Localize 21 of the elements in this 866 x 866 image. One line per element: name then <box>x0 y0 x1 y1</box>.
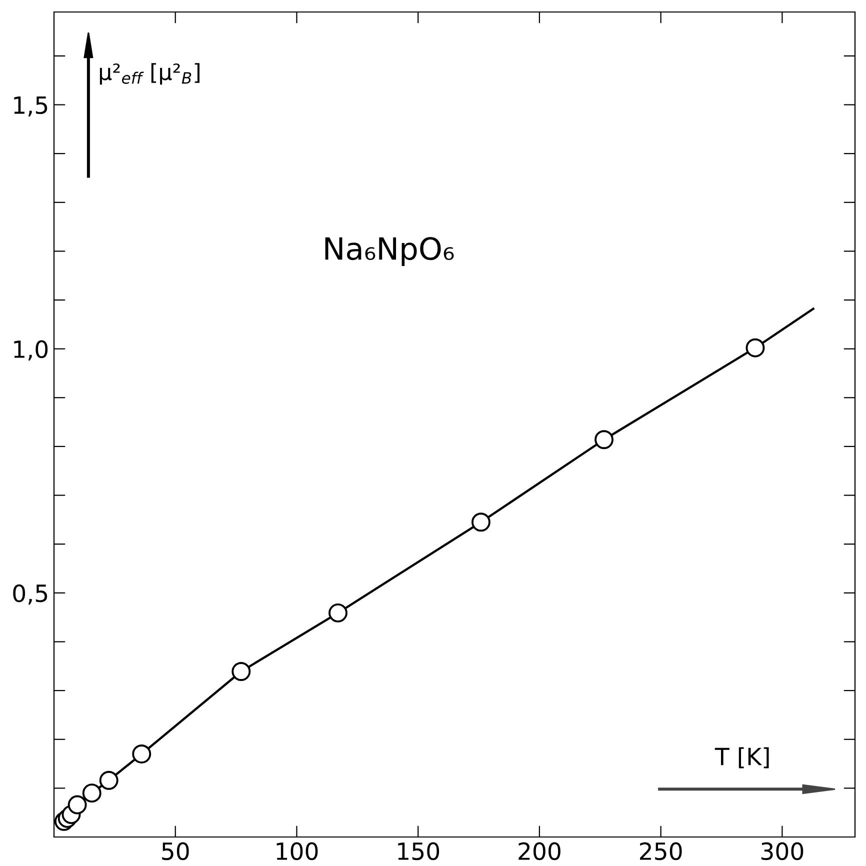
x-tick-label: 300 <box>761 842 804 860</box>
point <box>594 430 614 450</box>
x-tick-label: 50 <box>162 842 189 860</box>
point <box>232 662 251 681</box>
point <box>99 770 118 790</box>
annotation: Na₆NpO₆ <box>325 237 454 266</box>
x-tick-label: 200 <box>518 842 560 860</box>
point <box>328 603 348 622</box>
point <box>68 795 87 814</box>
x-tick-label: 250 <box>640 842 682 860</box>
y-axis-title: μ²$_{eff}$ [μ²$_{B}$] <box>100 63 200 85</box>
y-tick-label: 1,0 <box>14 340 48 361</box>
x-axis-title: T [K] <box>714 747 769 768</box>
x-tick-label: 150 <box>398 842 440 860</box>
point <box>471 512 490 532</box>
point <box>82 784 102 803</box>
y-tick-label: 1,5 <box>14 96 48 116</box>
point <box>132 744 152 764</box>
point <box>746 338 765 358</box>
x-tick-label: 100 <box>276 842 318 860</box>
y-tick-label: 0,5 <box>13 584 48 605</box>
